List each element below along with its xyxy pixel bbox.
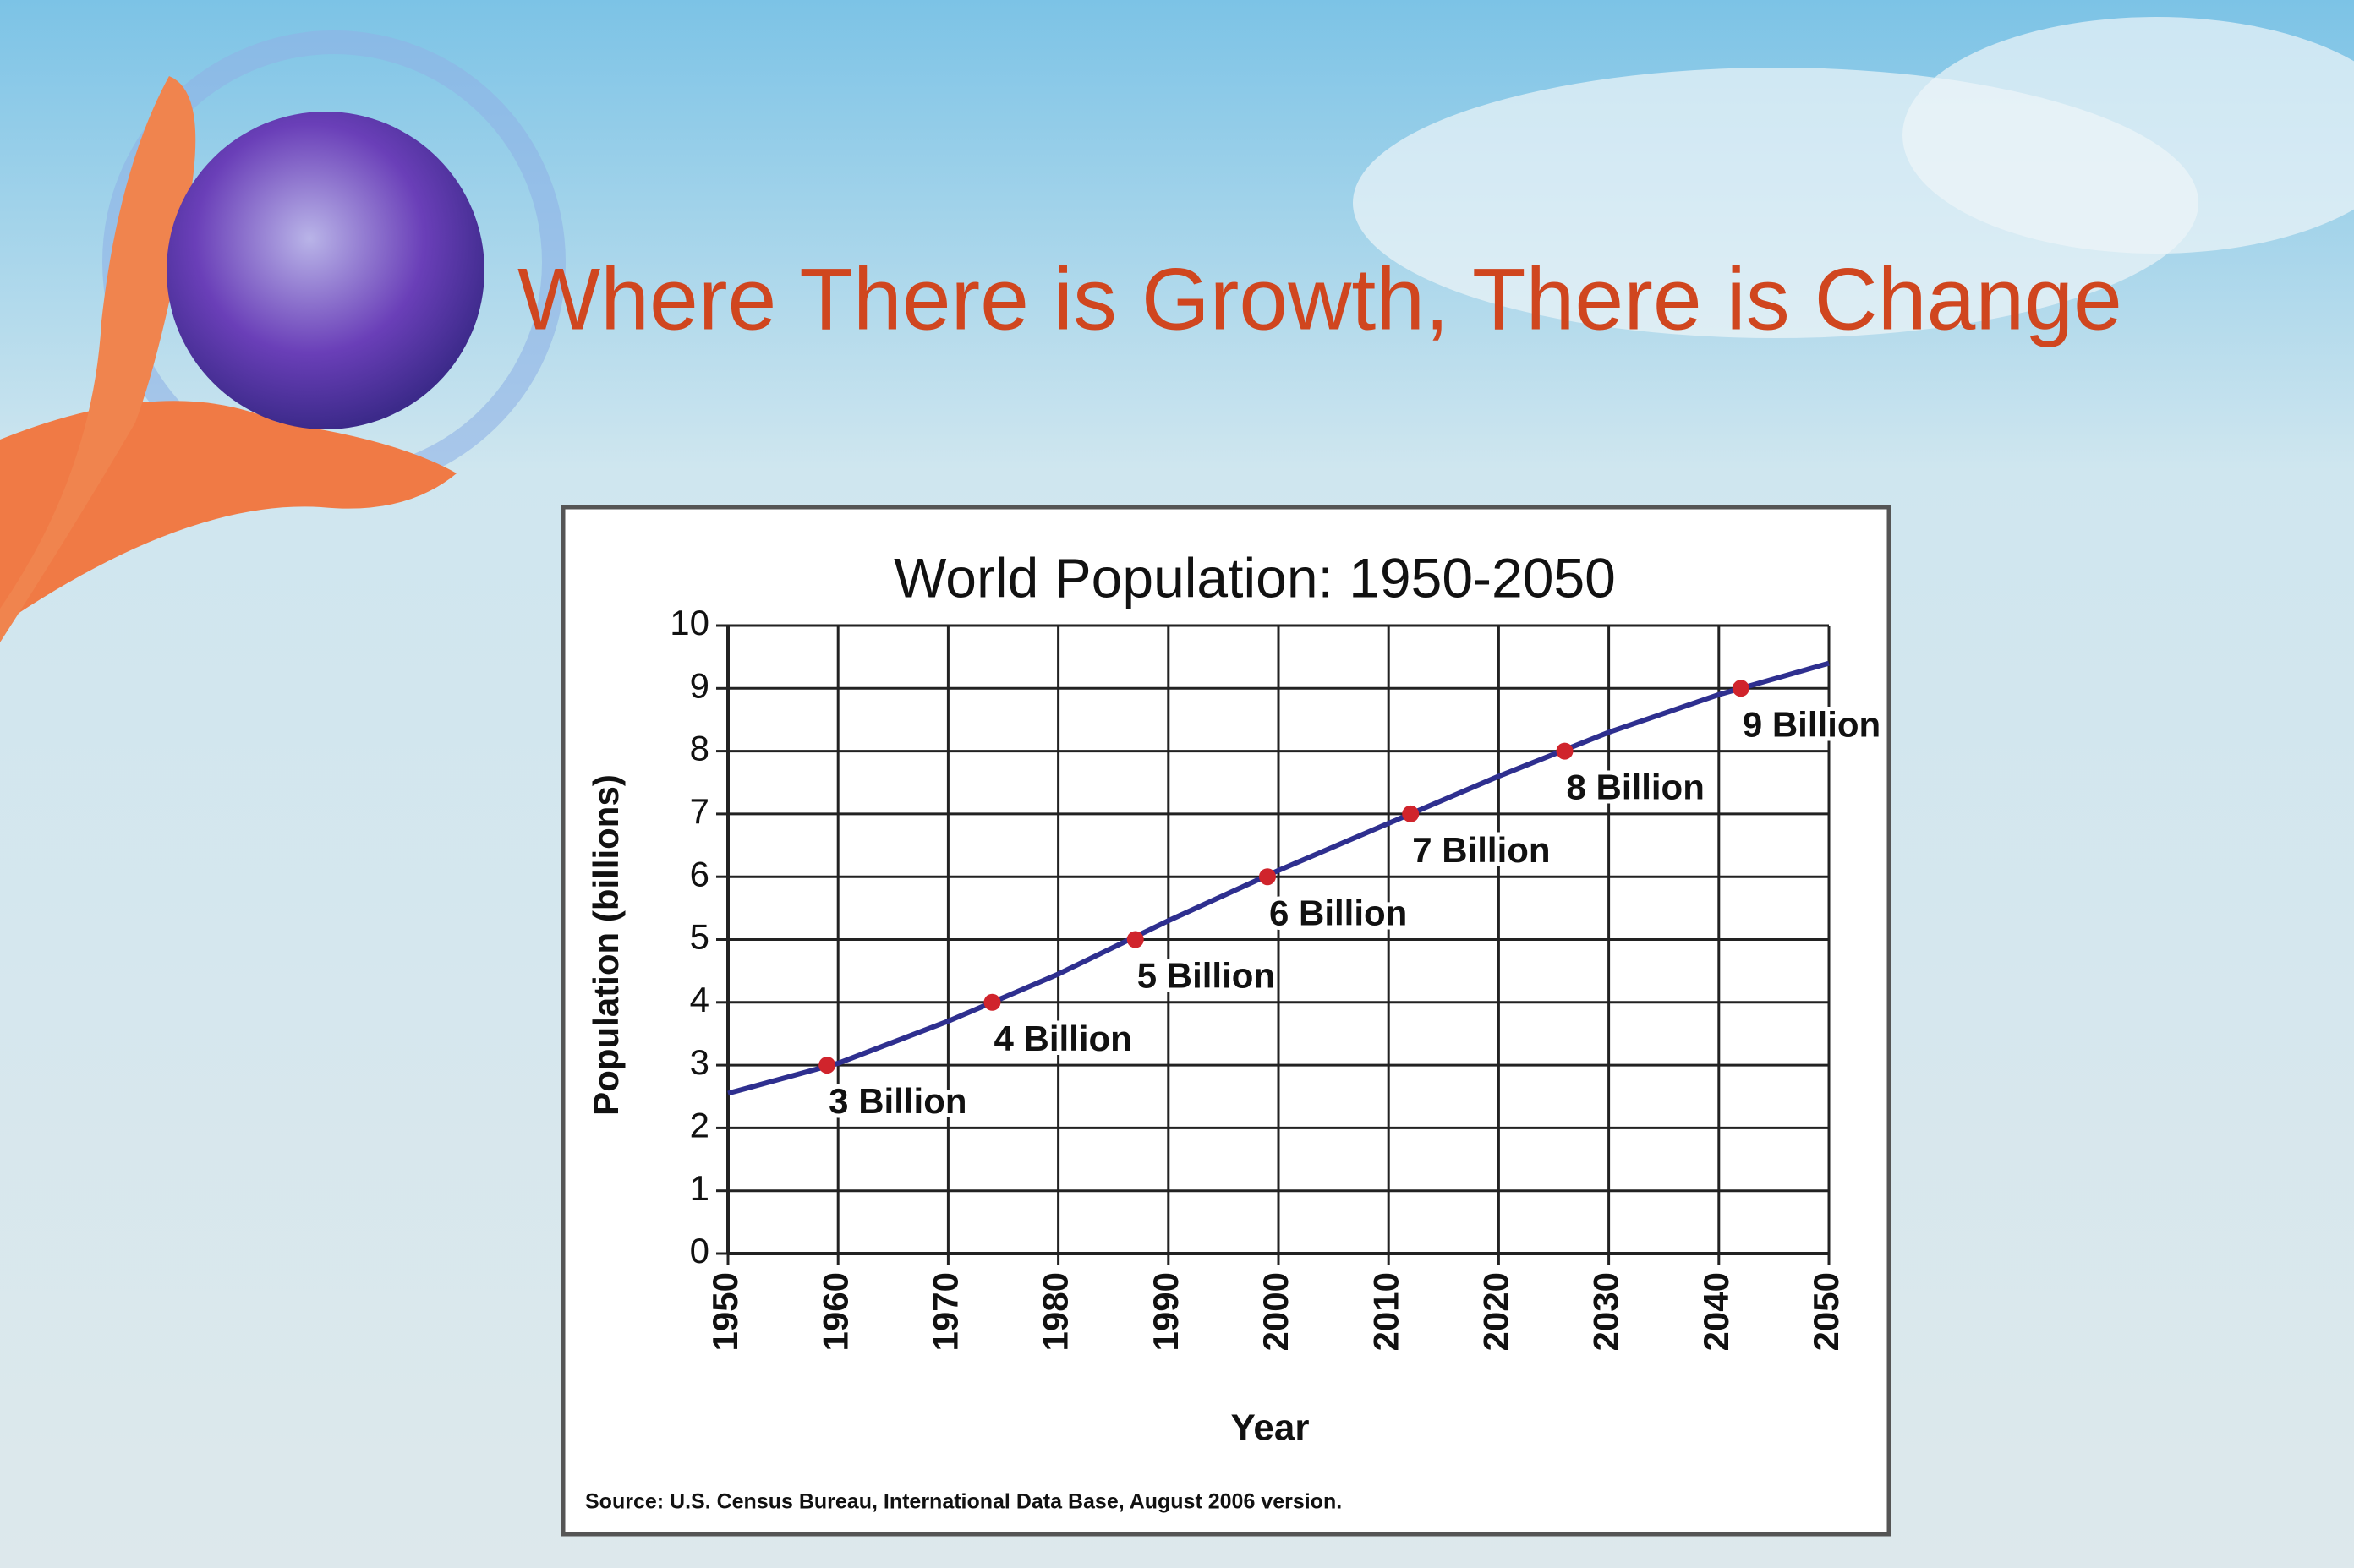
milestone-label: 4 Billion: [994, 1019, 1131, 1058]
x-tick-label: 1970: [925, 1272, 965, 1351]
x-tick-label: 1960: [815, 1272, 855, 1351]
milestone-marker: [983, 993, 1001, 1011]
milestone-label: 6 Billion: [1269, 893, 1407, 932]
y-tick-label: 8: [690, 729, 709, 768]
source-note: Source: U.S. Census Bureau, Internationa…: [585, 1490, 1342, 1514]
chart-title: World Population: 1950-2050: [894, 546, 1616, 609]
x-tick-label: 2020: [1475, 1272, 1515, 1351]
x-tick-label: 2030: [1586, 1272, 1626, 1351]
milestone-marker: [1556, 742, 1574, 760]
chart-frame: [561, 505, 1891, 1537]
milestone-label: 7 Billion: [1412, 830, 1550, 870]
y-tick-label: 3: [690, 1042, 709, 1082]
y-axis-label: Population (billions): [586, 774, 626, 1116]
x-tick-label: 2050: [1806, 1272, 1846, 1351]
y-tick-label: 2: [690, 1105, 709, 1145]
x-tick-label: 1950: [705, 1272, 745, 1351]
y-tick-label: 7: [690, 791, 709, 831]
x-tick-label: 1980: [1036, 1272, 1076, 1351]
milestone-marker: [1402, 805, 1420, 822]
y-tick-label: 9: [690, 665, 709, 705]
hand: [0, 76, 196, 642]
x-tick-label: 2010: [1366, 1272, 1405, 1351]
line-series: [727, 660, 1830, 1096]
x-tick-label: 1990: [1146, 1272, 1185, 1351]
milestone-marker: [818, 1057, 836, 1074]
milestone-label: 3 Billion: [829, 1081, 966, 1121]
milestone-marker: [1732, 680, 1749, 697]
y-tick-label: 0: [690, 1231, 709, 1270]
milestone-label: 8 Billion: [1567, 768, 1705, 807]
milestone-label: 9 Billion: [1743, 704, 1880, 744]
y-tick-label: 5: [690, 917, 709, 957]
y-tick-label: 4: [690, 980, 709, 1019]
chart: World Population: 1950-2050 Year Populat…: [585, 546, 1885, 1514]
x-tick-label: 2040: [1696, 1272, 1736, 1351]
y-tick-label: 10: [670, 603, 709, 642]
globe: [167, 112, 484, 429]
milestone-marker: [1126, 931, 1144, 948]
y-tick-label: 6: [690, 854, 709, 893]
cloud: [1902, 17, 2354, 254]
x-axis-label: Year: [1231, 1407, 1310, 1449]
y-tick-label: 1: [690, 1168, 709, 1208]
milestone-label: 5 Billion: [1137, 956, 1275, 996]
slide-title: Where There is Growth, There is Change: [517, 250, 2122, 348]
milestone-marker: [1258, 868, 1276, 886]
x-tick-label: 2000: [1256, 1272, 1295, 1351]
